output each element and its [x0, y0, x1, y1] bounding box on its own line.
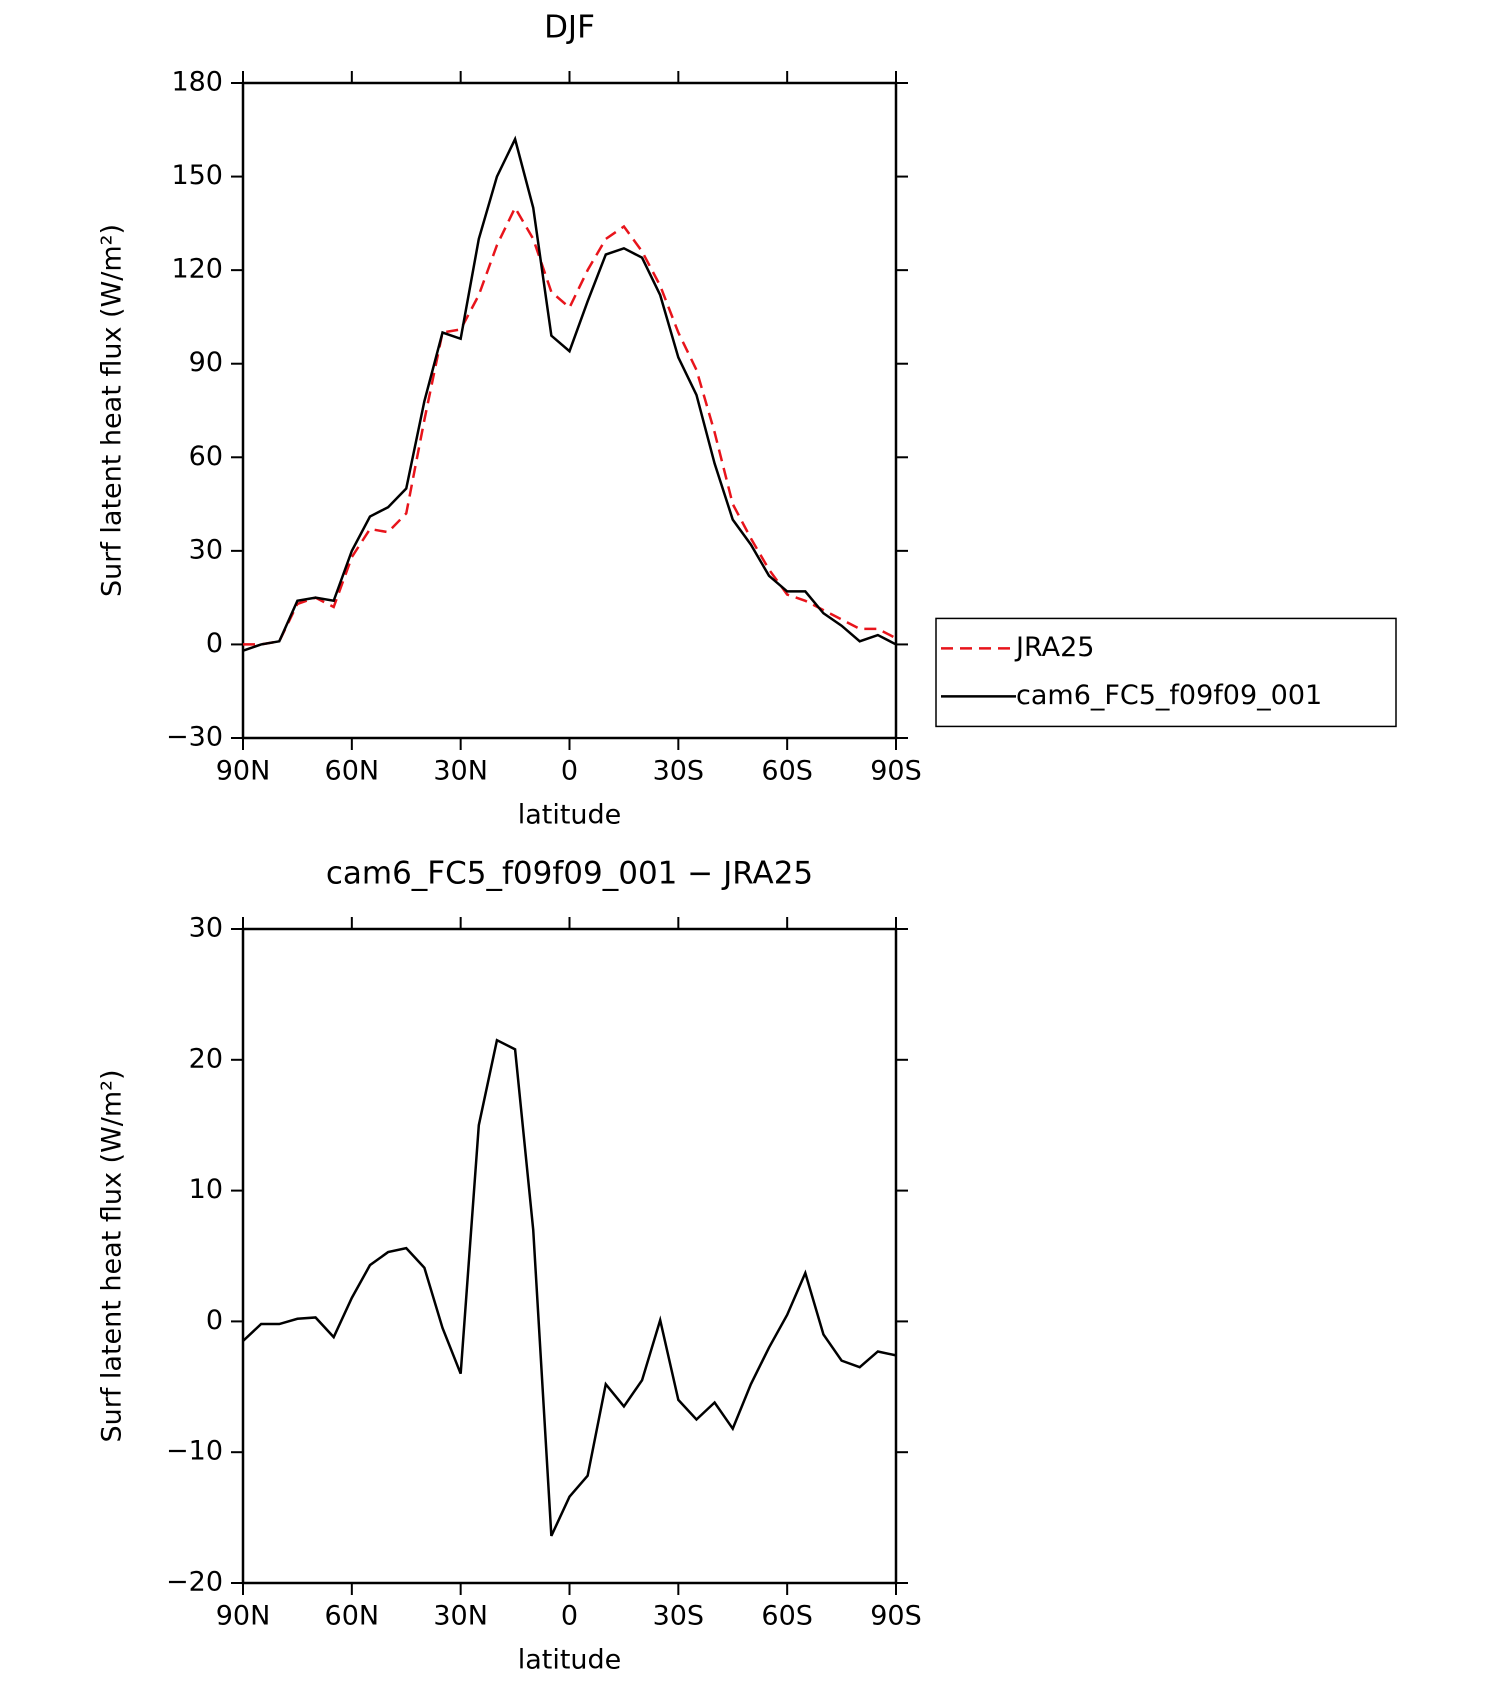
plot-frame: [241, 927, 898, 1585]
legend-box: [935, 617, 1397, 728]
y-tick-label: 0: [206, 628, 223, 659]
x-tick-label: 60N: [325, 756, 380, 787]
x-tick-label: 0: [561, 1601, 578, 1632]
legend-label: JRA25: [1014, 632, 1094, 663]
x-axis-label: latitude: [518, 800, 622, 831]
x-tick-label: 90N: [216, 1601, 271, 1632]
y-tick-label: 180: [171, 67, 223, 98]
y-tick-label: 90: [189, 347, 223, 378]
y-tick-label: 120: [171, 254, 223, 285]
y-tick-label: −20: [166, 1567, 223, 1598]
x-tick-label: 0: [561, 756, 578, 787]
x-tick-label: 60N: [325, 1601, 380, 1632]
x-tick-label: 90S: [870, 1601, 922, 1632]
legend-label: cam6_FC5_f09f09_001: [1016, 680, 1322, 711]
x-axis-label: latitude: [518, 1645, 622, 1676]
y-axis-label: Surf latent heat flux (W/m²): [97, 224, 128, 597]
y-tick-label: −30: [166, 722, 223, 753]
x-tick-label: 30N: [433, 1601, 488, 1632]
y-tick-label: 30: [189, 913, 223, 944]
data-line: [243, 205, 897, 646]
y-tick-label: 30: [189, 534, 223, 565]
data-line: [242, 1038, 897, 1537]
y-tick-label: 0: [206, 1305, 223, 1336]
x-tick-label: 30S: [653, 1601, 705, 1632]
chart-title: DJF: [544, 10, 595, 46]
x-tick-label: 30N: [433, 756, 488, 787]
x-tick-label: 60S: [761, 1601, 813, 1632]
x-tick-label: 90S: [870, 756, 922, 787]
y-tick-label: 150: [171, 160, 223, 191]
x-tick-label: 90N: [216, 756, 271, 787]
y-axis-label: Surf latent heat flux (W/m²): [97, 1069, 128, 1442]
plot-frame: [241, 81, 898, 740]
x-tick-label: 60S: [761, 756, 813, 787]
y-tick-label: 10: [189, 1174, 223, 1205]
y-tick-label: −10: [166, 1436, 223, 1467]
x-tick-label: 30S: [653, 756, 705, 787]
chart-title: cam6_FC5_f09f09_001 − JRA25: [326, 856, 813, 892]
y-tick-label: 20: [189, 1043, 223, 1074]
data-line: [242, 135, 897, 652]
y-tick-label: 60: [189, 441, 223, 472]
